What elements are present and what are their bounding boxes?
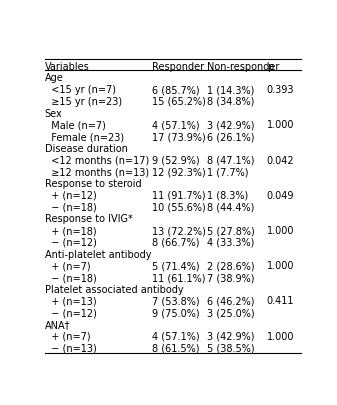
Text: + (n=7): + (n=7) xyxy=(45,261,90,271)
Text: 4 (57.1%): 4 (57.1%) xyxy=(152,331,200,341)
Text: 13 (72.2%): 13 (72.2%) xyxy=(152,226,206,235)
Text: − (n=13): − (n=13) xyxy=(45,343,96,353)
Text: + (n=12): + (n=12) xyxy=(45,190,96,200)
Text: 3 (42.9%): 3 (42.9%) xyxy=(207,120,254,130)
Text: 9 (75.0%): 9 (75.0%) xyxy=(152,307,200,318)
Text: + (n=7): + (n=7) xyxy=(45,331,90,341)
Text: 0.411: 0.411 xyxy=(267,296,294,306)
Text: 4 (33.3%): 4 (33.3%) xyxy=(207,237,254,247)
Text: 6 (46.2%): 6 (46.2%) xyxy=(207,296,254,306)
Text: 1 (14.3%): 1 (14.3%) xyxy=(207,85,254,95)
Text: 7 (38.9%): 7 (38.9%) xyxy=(207,272,254,282)
Text: <12 months (n=17): <12 months (n=17) xyxy=(45,155,149,165)
Text: Male (n=7): Male (n=7) xyxy=(45,120,105,130)
Text: 0.042: 0.042 xyxy=(267,155,294,165)
Text: 3 (25.0%): 3 (25.0%) xyxy=(207,307,254,318)
Text: 1.000: 1.000 xyxy=(267,261,294,271)
Text: ANA†: ANA† xyxy=(45,319,70,329)
Text: 15 (65.2%): 15 (65.2%) xyxy=(152,97,206,107)
Text: 3 (42.9%): 3 (42.9%) xyxy=(207,331,254,341)
Text: Anti-platelet antibody: Anti-platelet antibody xyxy=(45,249,151,259)
Text: 8 (66.7%): 8 (66.7%) xyxy=(152,237,199,247)
Text: + (n=18): + (n=18) xyxy=(45,226,96,235)
Text: Responder: Responder xyxy=(152,62,204,72)
Text: 5 (71.4%): 5 (71.4%) xyxy=(152,261,200,271)
Text: 2 (28.6%): 2 (28.6%) xyxy=(207,261,254,271)
Text: 1.000: 1.000 xyxy=(267,226,294,235)
Text: 7 (53.8%): 7 (53.8%) xyxy=(152,296,200,306)
Text: 1.000: 1.000 xyxy=(267,331,294,341)
Text: 8 (61.5%): 8 (61.5%) xyxy=(152,343,199,353)
Text: Non-responder: Non-responder xyxy=(207,62,279,72)
Text: 6 (85.7%): 6 (85.7%) xyxy=(152,85,200,95)
Text: 10 (55.6%): 10 (55.6%) xyxy=(152,202,206,212)
Text: + (n=13): + (n=13) xyxy=(45,296,96,306)
Text: 5 (38.5%): 5 (38.5%) xyxy=(207,343,254,353)
Text: ≥15 yr (n=23): ≥15 yr (n=23) xyxy=(45,97,122,107)
Text: Response to IVIG*: Response to IVIG* xyxy=(45,214,132,224)
Text: 1 (8.3%): 1 (8.3%) xyxy=(207,190,248,200)
Text: − (n=12): − (n=12) xyxy=(45,307,97,318)
Text: 17 (73.9%): 17 (73.9%) xyxy=(152,132,206,142)
Text: 1 (7.7%): 1 (7.7%) xyxy=(207,167,248,177)
Text: 0.393: 0.393 xyxy=(267,85,294,95)
Text: p: p xyxy=(267,62,273,72)
Text: 11 (61.1%): 11 (61.1%) xyxy=(152,272,205,282)
Text: Response to steroid: Response to steroid xyxy=(45,179,141,189)
Text: Variables: Variables xyxy=(45,62,90,72)
Text: Platelet associated antibody: Platelet associated antibody xyxy=(45,284,183,294)
Text: ≥12 months (n=13): ≥12 months (n=13) xyxy=(45,167,149,177)
Text: 5 (27.8%): 5 (27.8%) xyxy=(207,226,254,235)
Text: − (n=18): − (n=18) xyxy=(45,272,96,282)
Text: Age: Age xyxy=(45,73,63,83)
Text: Female (n=23): Female (n=23) xyxy=(45,132,124,142)
Text: Sex: Sex xyxy=(45,109,62,118)
Text: − (n=12): − (n=12) xyxy=(45,237,97,247)
Text: 8 (47.1%): 8 (47.1%) xyxy=(207,155,254,165)
Text: 8 (44.4%): 8 (44.4%) xyxy=(207,202,254,212)
Text: 12 (92.3%): 12 (92.3%) xyxy=(152,167,206,177)
Text: 6 (26.1%): 6 (26.1%) xyxy=(207,132,254,142)
Text: 0.049: 0.049 xyxy=(267,190,294,200)
Text: − (n=18): − (n=18) xyxy=(45,202,96,212)
Text: 1.000: 1.000 xyxy=(267,120,294,130)
Text: 4 (57.1%): 4 (57.1%) xyxy=(152,120,200,130)
Text: 11 (91.7%): 11 (91.7%) xyxy=(152,190,206,200)
Text: 9 (52.9%): 9 (52.9%) xyxy=(152,155,200,165)
Text: Disease duration: Disease duration xyxy=(45,143,128,153)
Text: <15 yr (n=7): <15 yr (n=7) xyxy=(45,85,116,95)
Text: 8 (34.8%): 8 (34.8%) xyxy=(207,97,254,107)
